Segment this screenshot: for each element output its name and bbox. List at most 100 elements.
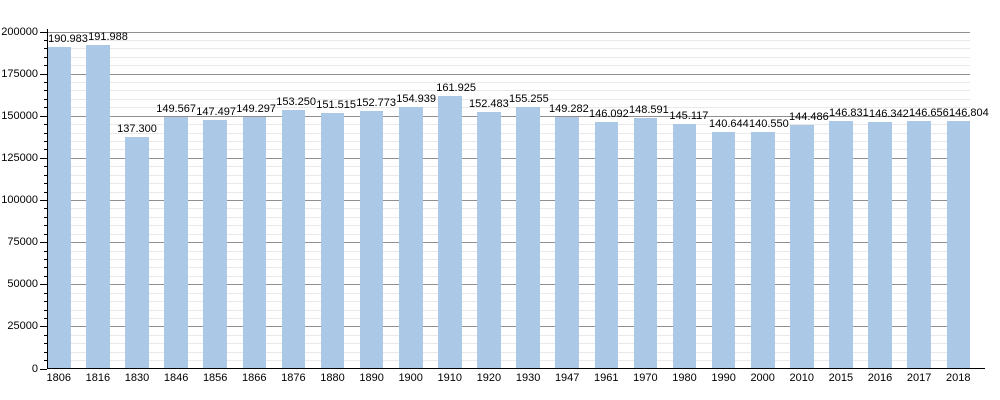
value-label-2000: 140.550 [749, 117, 789, 130]
gridline-minor [47, 82, 970, 83]
gridline-minor [47, 48, 970, 49]
y-axis-minor-tick [44, 343, 47, 344]
y-axis-minor-tick [44, 65, 47, 66]
y-axis-minor-tick [44, 133, 47, 134]
y-axis-minor-tick [44, 310, 47, 311]
y-axis-minor-tick [44, 57, 47, 58]
y-axis-major-tick [40, 200, 47, 201]
gridline-minor [47, 310, 970, 311]
y-axis-minor-tick [44, 166, 47, 167]
value-label-1866: 149.297 [236, 102, 276, 115]
gridline-minor [47, 192, 970, 193]
x-tick-label-1990: 1990 [711, 372, 736, 384]
x-tick-label-1920: 1920 [476, 372, 502, 384]
bar-1880 [320, 113, 345, 369]
x-tick-label-1890: 1890 [359, 372, 384, 384]
gridline-minor [47, 293, 970, 294]
value-label-1890: 152.773 [356, 97, 396, 110]
gridline-major [47, 326, 970, 327]
bar-1910 [438, 95, 462, 369]
gridline-major [47, 32, 970, 33]
gridline-minor [47, 208, 970, 209]
y-axis-minor-tick [44, 149, 47, 150]
gridline-major [47, 74, 970, 75]
y-axis-minor-tick [44, 141, 47, 142]
bar-1930 [516, 106, 540, 369]
value-label-2010: 144.486 [789, 111, 829, 123]
value-label-2018: 146.804 [949, 107, 989, 120]
x-tick-label-2010: 2010 [789, 372, 815, 384]
gridline-minor [47, 90, 970, 91]
gridline-minor [47, 57, 970, 58]
gridline-minor [47, 259, 970, 260]
x-tick-label-1980: 1980 [672, 372, 697, 384]
bar-1876 [281, 110, 306, 369]
y-axis-minor-tick [44, 259, 47, 260]
value-label-1990: 140.644 [709, 117, 749, 130]
y-axis-tick-label: 50000 [7, 278, 38, 290]
y-axis-major-tick [40, 242, 47, 243]
gridline-minor [47, 335, 970, 336]
y-axis-minor-tick [44, 175, 47, 176]
bar-1970 [633, 118, 658, 369]
x-tick-label-1900: 1900 [398, 372, 423, 384]
gridline-minor [47, 301, 970, 302]
value-label-1806: 190.983 [48, 32, 88, 45]
gridline-minor [47, 343, 970, 344]
bar-2016 [868, 121, 892, 369]
x-tick-label-1830: 1830 [124, 372, 150, 384]
x-tick-label-2016: 2016 [867, 372, 893, 384]
y-axis-minor-tick [44, 107, 47, 108]
value-label-1920: 152.483 [469, 97, 509, 110]
value-label-2015: 146.831 [829, 107, 869, 120]
x-tick-label-1866: 1866 [242, 372, 267, 384]
gridline-minor [47, 141, 970, 142]
y-axis-tick-label: 200000 [1, 26, 38, 38]
bar-2000 [751, 131, 775, 369]
value-label-1856: 147.497 [196, 106, 236, 118]
y-axis-tick-label: 100000 [1, 194, 38, 206]
y-axis-minor-tick [44, 267, 47, 268]
gridline-minor [47, 40, 970, 41]
x-tick-label-1880: 1880 [320, 372, 345, 384]
y-axis-minor-tick [44, 234, 47, 235]
gridline-minor [47, 217, 970, 218]
gridline-major [47, 200, 970, 201]
bar-1920 [477, 111, 501, 369]
y-axis-minor-tick [44, 352, 47, 353]
bar-1856 [203, 120, 227, 369]
x-tick-label-1910: 1910 [437, 372, 463, 384]
y-axis-minor-tick [44, 48, 47, 49]
y-axis-tick-label: 150000 [1, 110, 38, 122]
value-label-2016: 146.342 [869, 107, 909, 120]
gridline-minor [47, 175, 970, 176]
y-axis-major-tick [40, 284, 47, 285]
y-axis-tick-label: 125000 [1, 152, 38, 164]
bar-1900 [399, 107, 423, 369]
gridline-minor [47, 225, 970, 226]
gridline-minor [47, 360, 970, 361]
gridline-minor [47, 234, 970, 235]
gridline-minor [47, 276, 970, 277]
x-tick-label-1961: 1961 [594, 372, 619, 384]
x-tick-label-1846: 1846 [163, 372, 189, 384]
bar-1890 [359, 111, 384, 369]
value-label-1830: 137.300 [117, 123, 157, 136]
x-tick-label-1970: 1970 [633, 372, 658, 384]
bar-1830 [125, 137, 149, 369]
gridline-major [47, 284, 970, 285]
x-tick-label-1806: 1806 [46, 372, 72, 384]
y-axis-major-tick [40, 326, 47, 327]
y-axis-major-tick [40, 116, 47, 117]
y-axis-minor-tick [44, 192, 47, 193]
gridline-major [47, 158, 970, 159]
gridline-major [47, 242, 970, 243]
bar-1980 [672, 124, 697, 369]
y-axis-major-tick [40, 369, 47, 370]
x-tick-label-2015: 2015 [828, 372, 854, 384]
bar-1846 [164, 116, 188, 369]
y-axis-minor-tick [44, 360, 47, 361]
x-tick-label-1816: 1816 [85, 372, 111, 384]
